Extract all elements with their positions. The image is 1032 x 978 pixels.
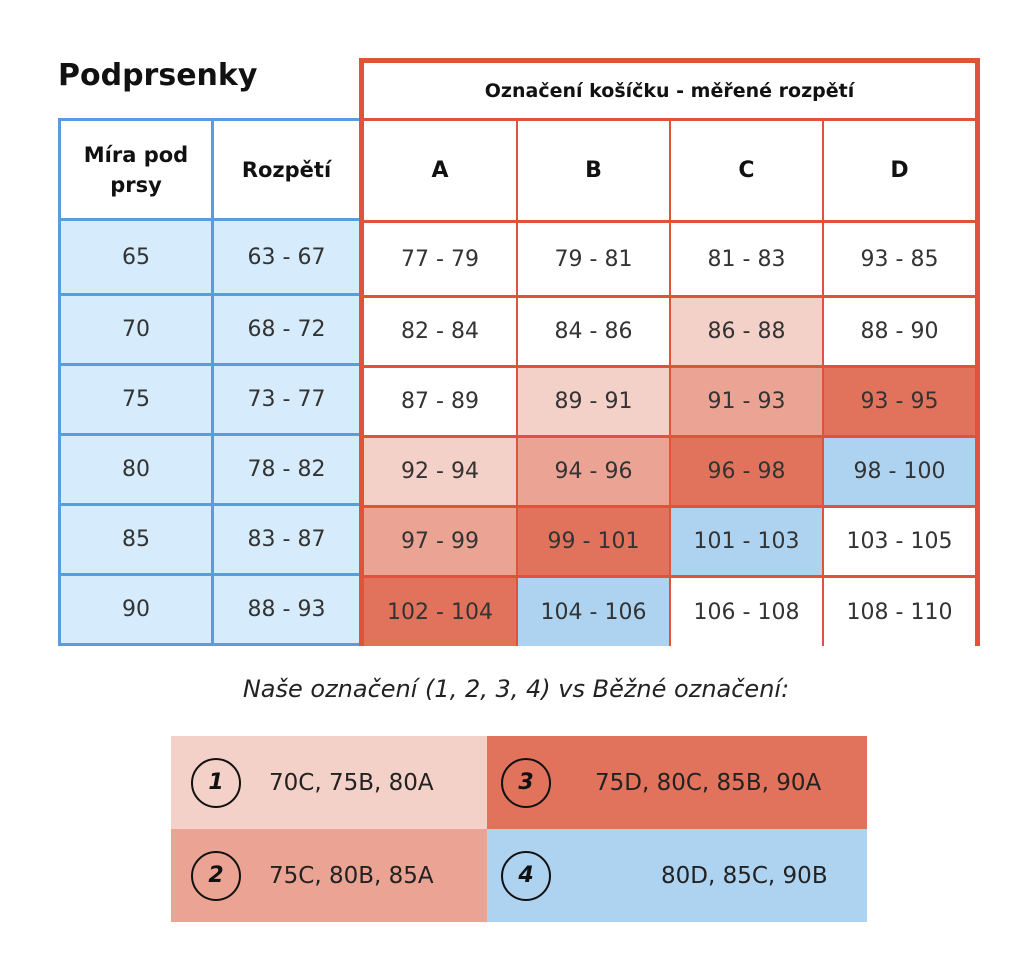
legend-item-3: 3 75D, 80C, 85B, 90A [487, 736, 867, 829]
cup-d-cell: 93 - 85 [824, 223, 975, 298]
cup-c-cell: 91 - 93 [671, 368, 824, 438]
range-cell: 88 - 93 [214, 576, 359, 643]
underbust-cell: 80 [61, 436, 214, 506]
cup-c-cell: 96 - 98 [671, 438, 824, 508]
legend-number-3: 3 [501, 757, 551, 808]
range-cell: 63 - 67 [214, 221, 359, 296]
cup-b-cell: 99 - 101 [518, 508, 671, 578]
header-underbust: Míra pod prsy [61, 121, 214, 221]
cup-table: Označení košíčku - měřené rozpětí A B C … [359, 58, 980, 646]
cup-a-cell: 82 - 84 [364, 298, 518, 368]
range-cell: 78 - 82 [214, 436, 359, 506]
range-cell: 73 - 77 [214, 366, 359, 436]
cup-a-cell: 102 - 104 [364, 578, 518, 646]
legend-number-1: 1 [191, 757, 241, 808]
legend-number-2: 2 [191, 850, 241, 901]
header-cup-a: A [364, 121, 518, 223]
page-title: Podprsenky [58, 58, 258, 93]
cup-a-cell: 92 - 94 [364, 438, 518, 508]
cup-c-cell: 81 - 83 [671, 223, 824, 298]
legend-item-1: 1 70C, 75B, 80A [171, 736, 487, 829]
header-range: Rozpětí [214, 121, 359, 221]
cup-a-cell: 97 - 99 [364, 508, 518, 578]
range-cell: 68 - 72 [214, 296, 359, 366]
legend-caption: Naše označení (1, 2, 3, 4) vs Běžné ozna… [242, 675, 790, 703]
legend-number-4: 4 [501, 850, 551, 901]
cup-b-cell: 104 - 106 [518, 578, 671, 646]
underbust-cell: 70 [61, 296, 214, 366]
cup-d-cell: 98 - 100 [824, 438, 975, 508]
underbust-cell: 90 [61, 576, 214, 643]
cup-a-cell: 87 - 89 [364, 368, 518, 438]
underbust-table: Míra pod prsy Rozpětí 65 63 - 67 70 68 - 72 7… [58, 118, 362, 646]
cup-d-cell: 88 - 90 [824, 298, 975, 368]
underbust-cell: 85 [61, 506, 214, 576]
header-cup-c: C [671, 121, 824, 223]
cup-b-cell: 79 - 81 [518, 223, 671, 298]
cup-c-cell: 101 - 103 [671, 508, 824, 578]
cup-table-header: Označení košíčku - měřené rozpětí [364, 63, 975, 121]
legend-sizes-3: 75D, 80C, 85B, 90A [595, 769, 822, 796]
cup-d-cell: 93 - 95 [824, 368, 975, 438]
header-cup-d: D [824, 121, 975, 223]
underbust-cell: 75 [61, 366, 214, 436]
legend-sizes-2: 75C, 80B, 85A [269, 862, 434, 889]
cup-c-cell: 106 - 108 [671, 578, 824, 646]
cup-d-cell: 103 - 105 [824, 508, 975, 578]
cup-a-cell: 77 - 79 [364, 223, 518, 298]
legend-sizes-4: 80D, 85C, 90B [661, 862, 828, 889]
header-cup-b: B [518, 121, 671, 223]
cup-b-cell: 84 - 86 [518, 298, 671, 368]
range-cell: 83 - 87 [214, 506, 359, 576]
cup-d-cell: 108 - 110 [824, 578, 975, 646]
cup-c-cell: 86 - 88 [671, 298, 824, 368]
legend: 1 70C, 75B, 80A 3 75D, 80C, 85B, 90A 2 7… [171, 736, 867, 922]
legend-item-2: 2 75C, 80B, 85A [171, 829, 487, 922]
cup-b-cell: 89 - 91 [518, 368, 671, 438]
underbust-cell: 65 [61, 221, 214, 296]
legend-sizes-1: 70C, 75B, 80A [269, 769, 434, 796]
cup-b-cell: 94 - 96 [518, 438, 671, 508]
legend-item-4: 4 80D, 85C, 90B [487, 829, 867, 922]
